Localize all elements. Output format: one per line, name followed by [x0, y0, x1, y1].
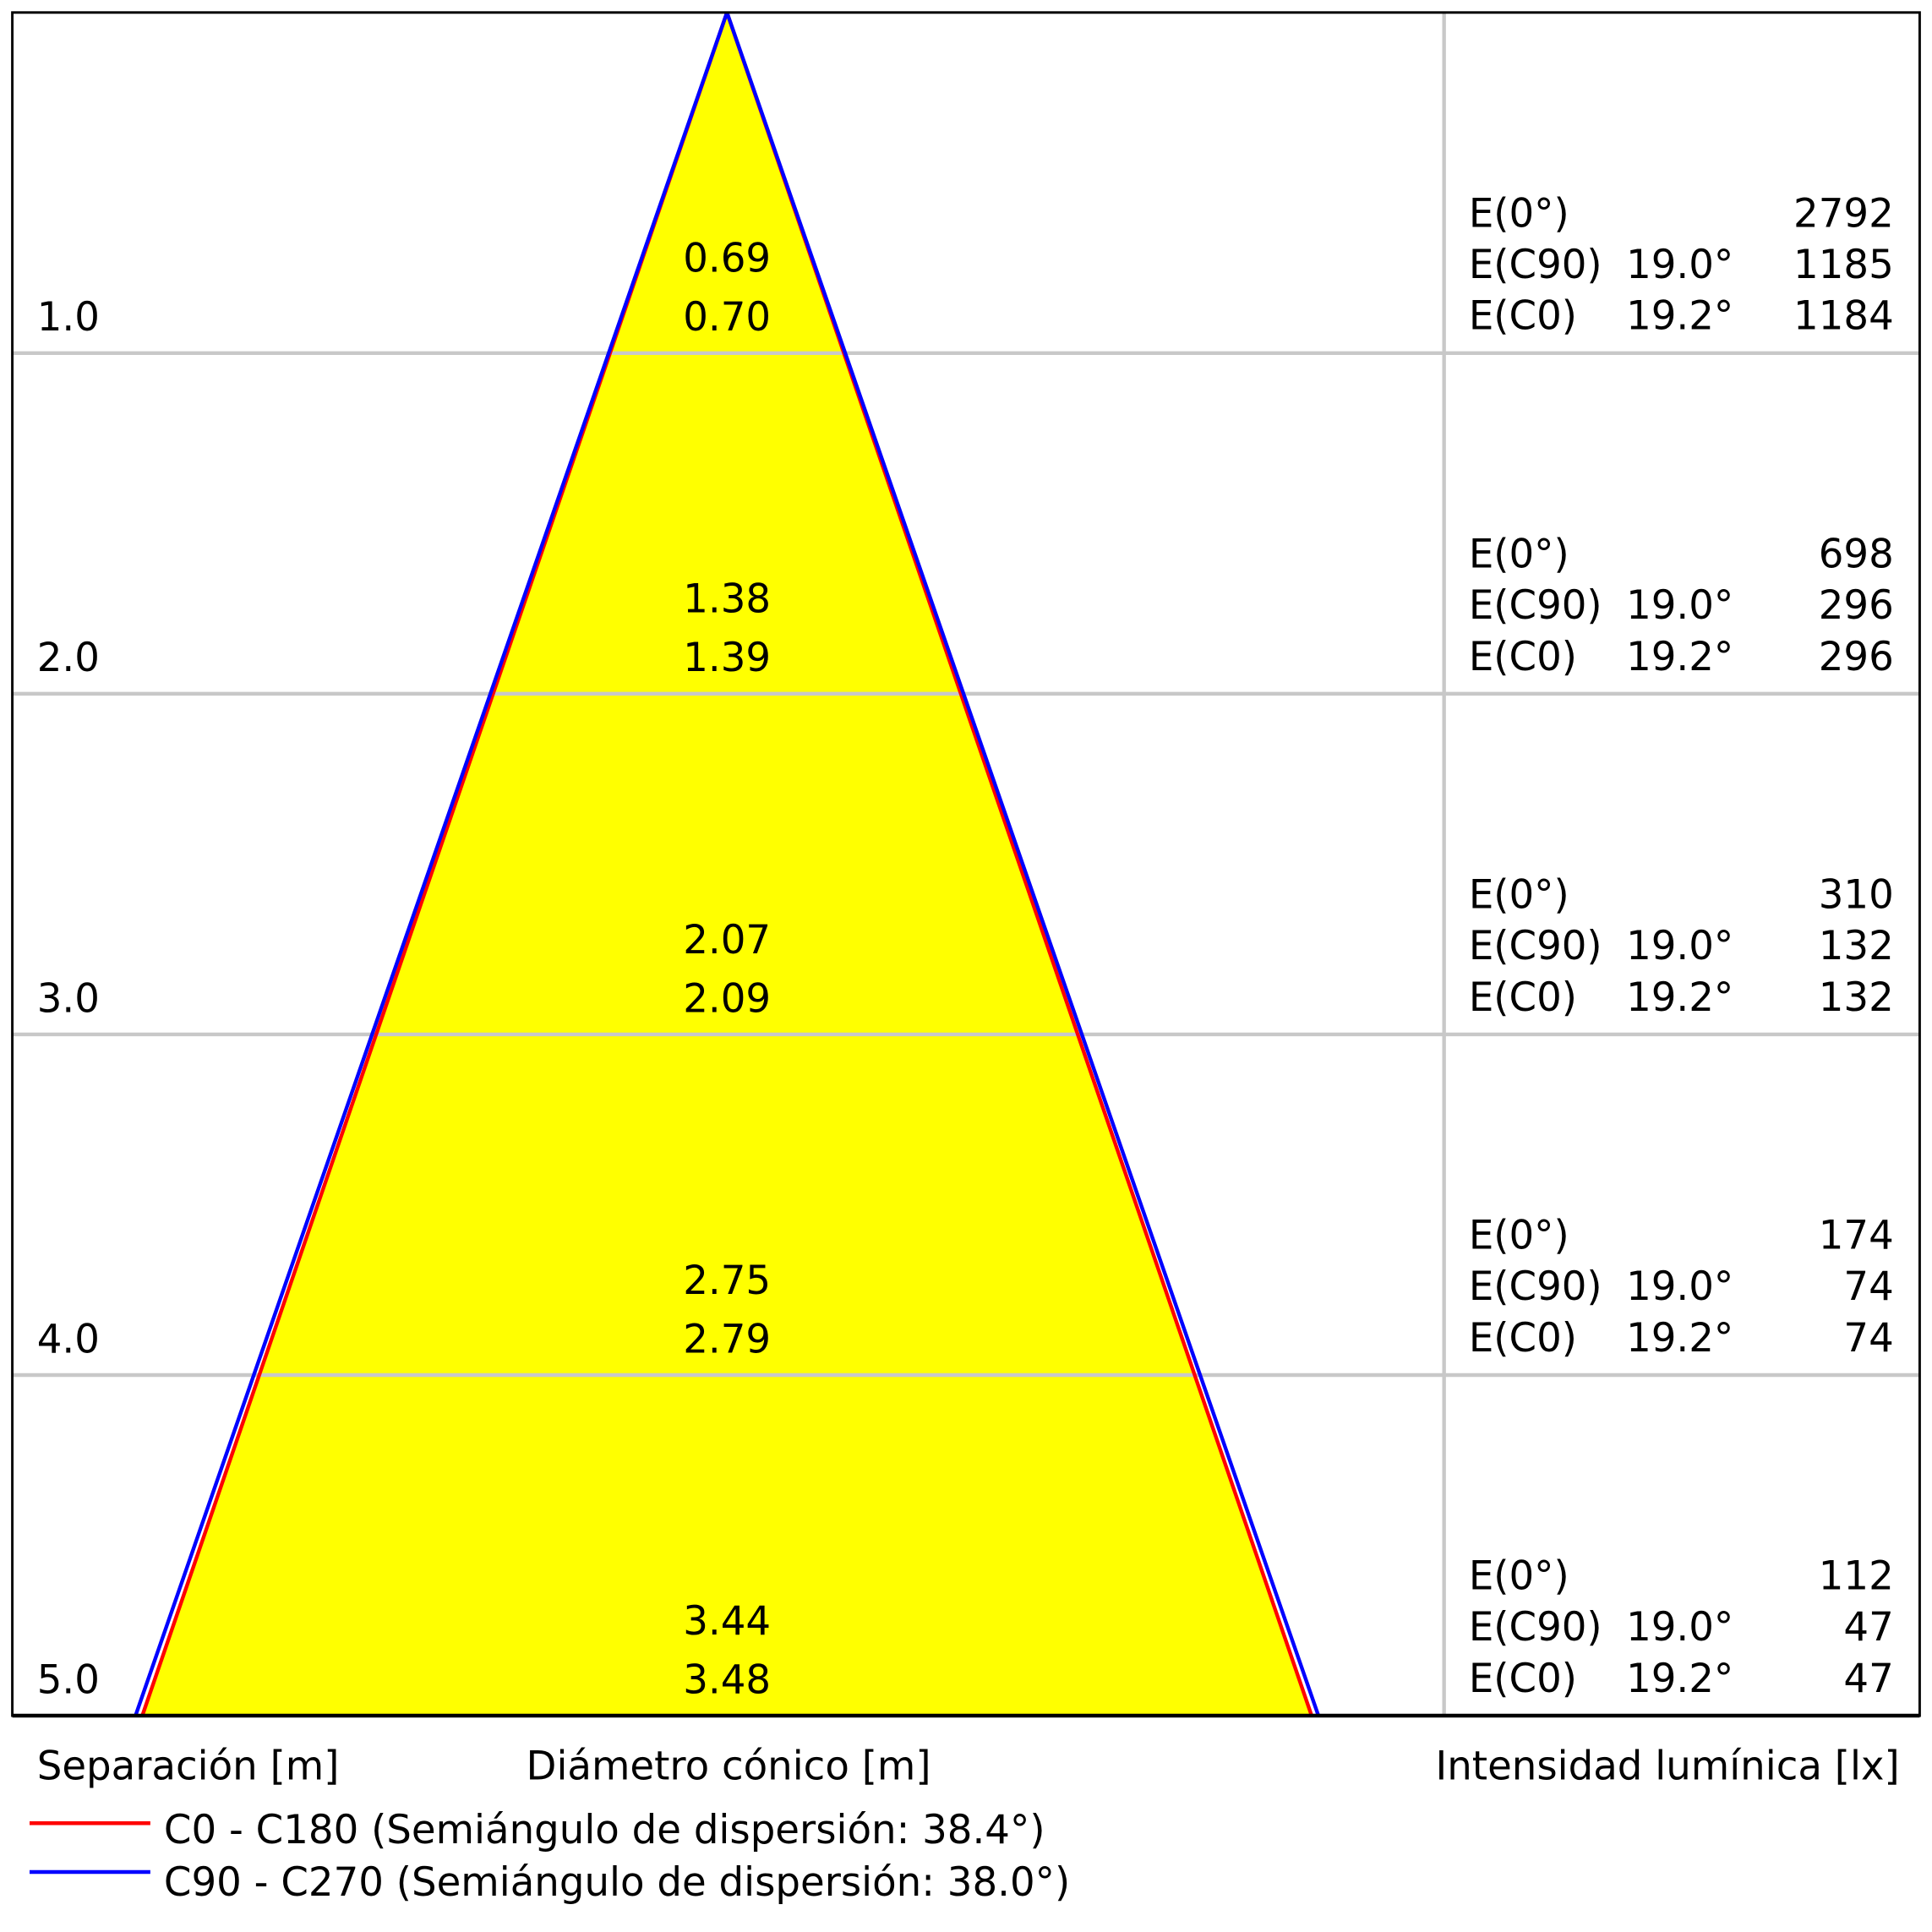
distance-label: 2.0: [37, 635, 100, 681]
row-label-e0: E(0°): [1469, 1553, 1569, 1599]
row-label-c0: E(C0): [1469, 633, 1577, 679]
xlabel-right: Intensidad lumínica [lx]: [1435, 1743, 1899, 1789]
distance-label: 5.0: [37, 1656, 100, 1703]
angle-c90: 19.0°: [1626, 1604, 1733, 1651]
angle-c90: 19.0°: [1626, 242, 1733, 288]
row-label-c0: E(C0): [1469, 292, 1577, 339]
row-label-c0: E(C0): [1469, 1315, 1577, 1362]
row-label-c90: E(C90): [1469, 1604, 1602, 1651]
distance-label: 1.0: [37, 294, 100, 341]
diameter-c90-label: 0.70: [683, 294, 771, 341]
diameter-c90-label: 1.39: [683, 635, 771, 681]
illuminance-e0: 310: [1819, 871, 1894, 918]
angle-c0: 19.2°: [1626, 292, 1733, 339]
legend-label-c0: C0 - C180 (Semiángulo de dispersión: 38.…: [164, 1807, 1045, 1853]
illuminance-c90: 74: [1843, 1263, 1893, 1310]
illuminance-c90: 1185: [1793, 242, 1894, 288]
distance-label: 4.0: [37, 1316, 100, 1362]
diameter-c0-label: 3.44: [683, 1598, 771, 1645]
angle-c90: 19.0°: [1626, 923, 1733, 969]
illuminance-e0: 2792: [1793, 190, 1894, 237]
row-label-e0: E(0°): [1469, 871, 1569, 918]
c90-line-left: [134, 12, 729, 1716]
angle-c0: 19.2°: [1626, 1315, 1733, 1362]
angle-c0: 19.2°: [1626, 633, 1733, 679]
illuminance-c0: 47: [1843, 1656, 1893, 1702]
diameter-c90-label: 3.48: [683, 1656, 771, 1703]
row-label-c90: E(C90): [1469, 923, 1602, 969]
illuminance-c90: 296: [1819, 582, 1894, 629]
row-label-c0: E(C0): [1469, 974, 1577, 1021]
row-label-e0: E(0°): [1469, 531, 1569, 577]
distance-label: 3.0: [37, 975, 100, 1022]
row-label-c90: E(C90): [1469, 1263, 1602, 1310]
diameter-c0-label: 2.07: [683, 916, 771, 963]
diameter-c90-label: 2.79: [683, 1316, 771, 1362]
illuminance-c0: 1184: [1793, 292, 1894, 339]
row-label-e0: E(0°): [1469, 190, 1569, 237]
xlabel-center: Diámetro cónico [m]: [527, 1743, 931, 1789]
illuminance-c0: 132: [1819, 974, 1894, 1021]
illuminance-c0: 296: [1819, 633, 1894, 679]
diameter-c0-label: 2.75: [683, 1257, 771, 1303]
illuminance-e0: 174: [1819, 1212, 1894, 1258]
diameter-c90-label: 2.09: [683, 975, 771, 1022]
illuminance-c0: 74: [1843, 1315, 1893, 1362]
illuminance-e0: 698: [1819, 531, 1894, 577]
xlabel-left: Separación [m]: [37, 1743, 340, 1789]
illuminance-c90: 132: [1819, 923, 1894, 969]
diameter-c0-label: 0.69: [683, 235, 771, 281]
row-label-c0: E(C0): [1469, 1656, 1577, 1702]
angle-c90: 19.0°: [1626, 1263, 1733, 1310]
legend-label-c90: C90 - C270 (Semiángulo de dispersión: 38…: [164, 1859, 1070, 1906]
cone-fill: [142, 12, 1312, 1716]
angle-c90: 19.0°: [1626, 582, 1733, 629]
diameter-c0-label: 1.38: [683, 576, 771, 622]
angle-c0: 19.2°: [1626, 1656, 1733, 1702]
illuminance-c90: 47: [1843, 1604, 1893, 1651]
row-label-c90: E(C90): [1469, 582, 1602, 629]
illuminance-e0: 112: [1819, 1553, 1894, 1599]
row-label-e0: E(0°): [1469, 1212, 1569, 1258]
angle-c0: 19.2°: [1626, 974, 1733, 1021]
c90-line-right: [725, 12, 1321, 1716]
row-label-c90: E(C90): [1469, 242, 1602, 288]
